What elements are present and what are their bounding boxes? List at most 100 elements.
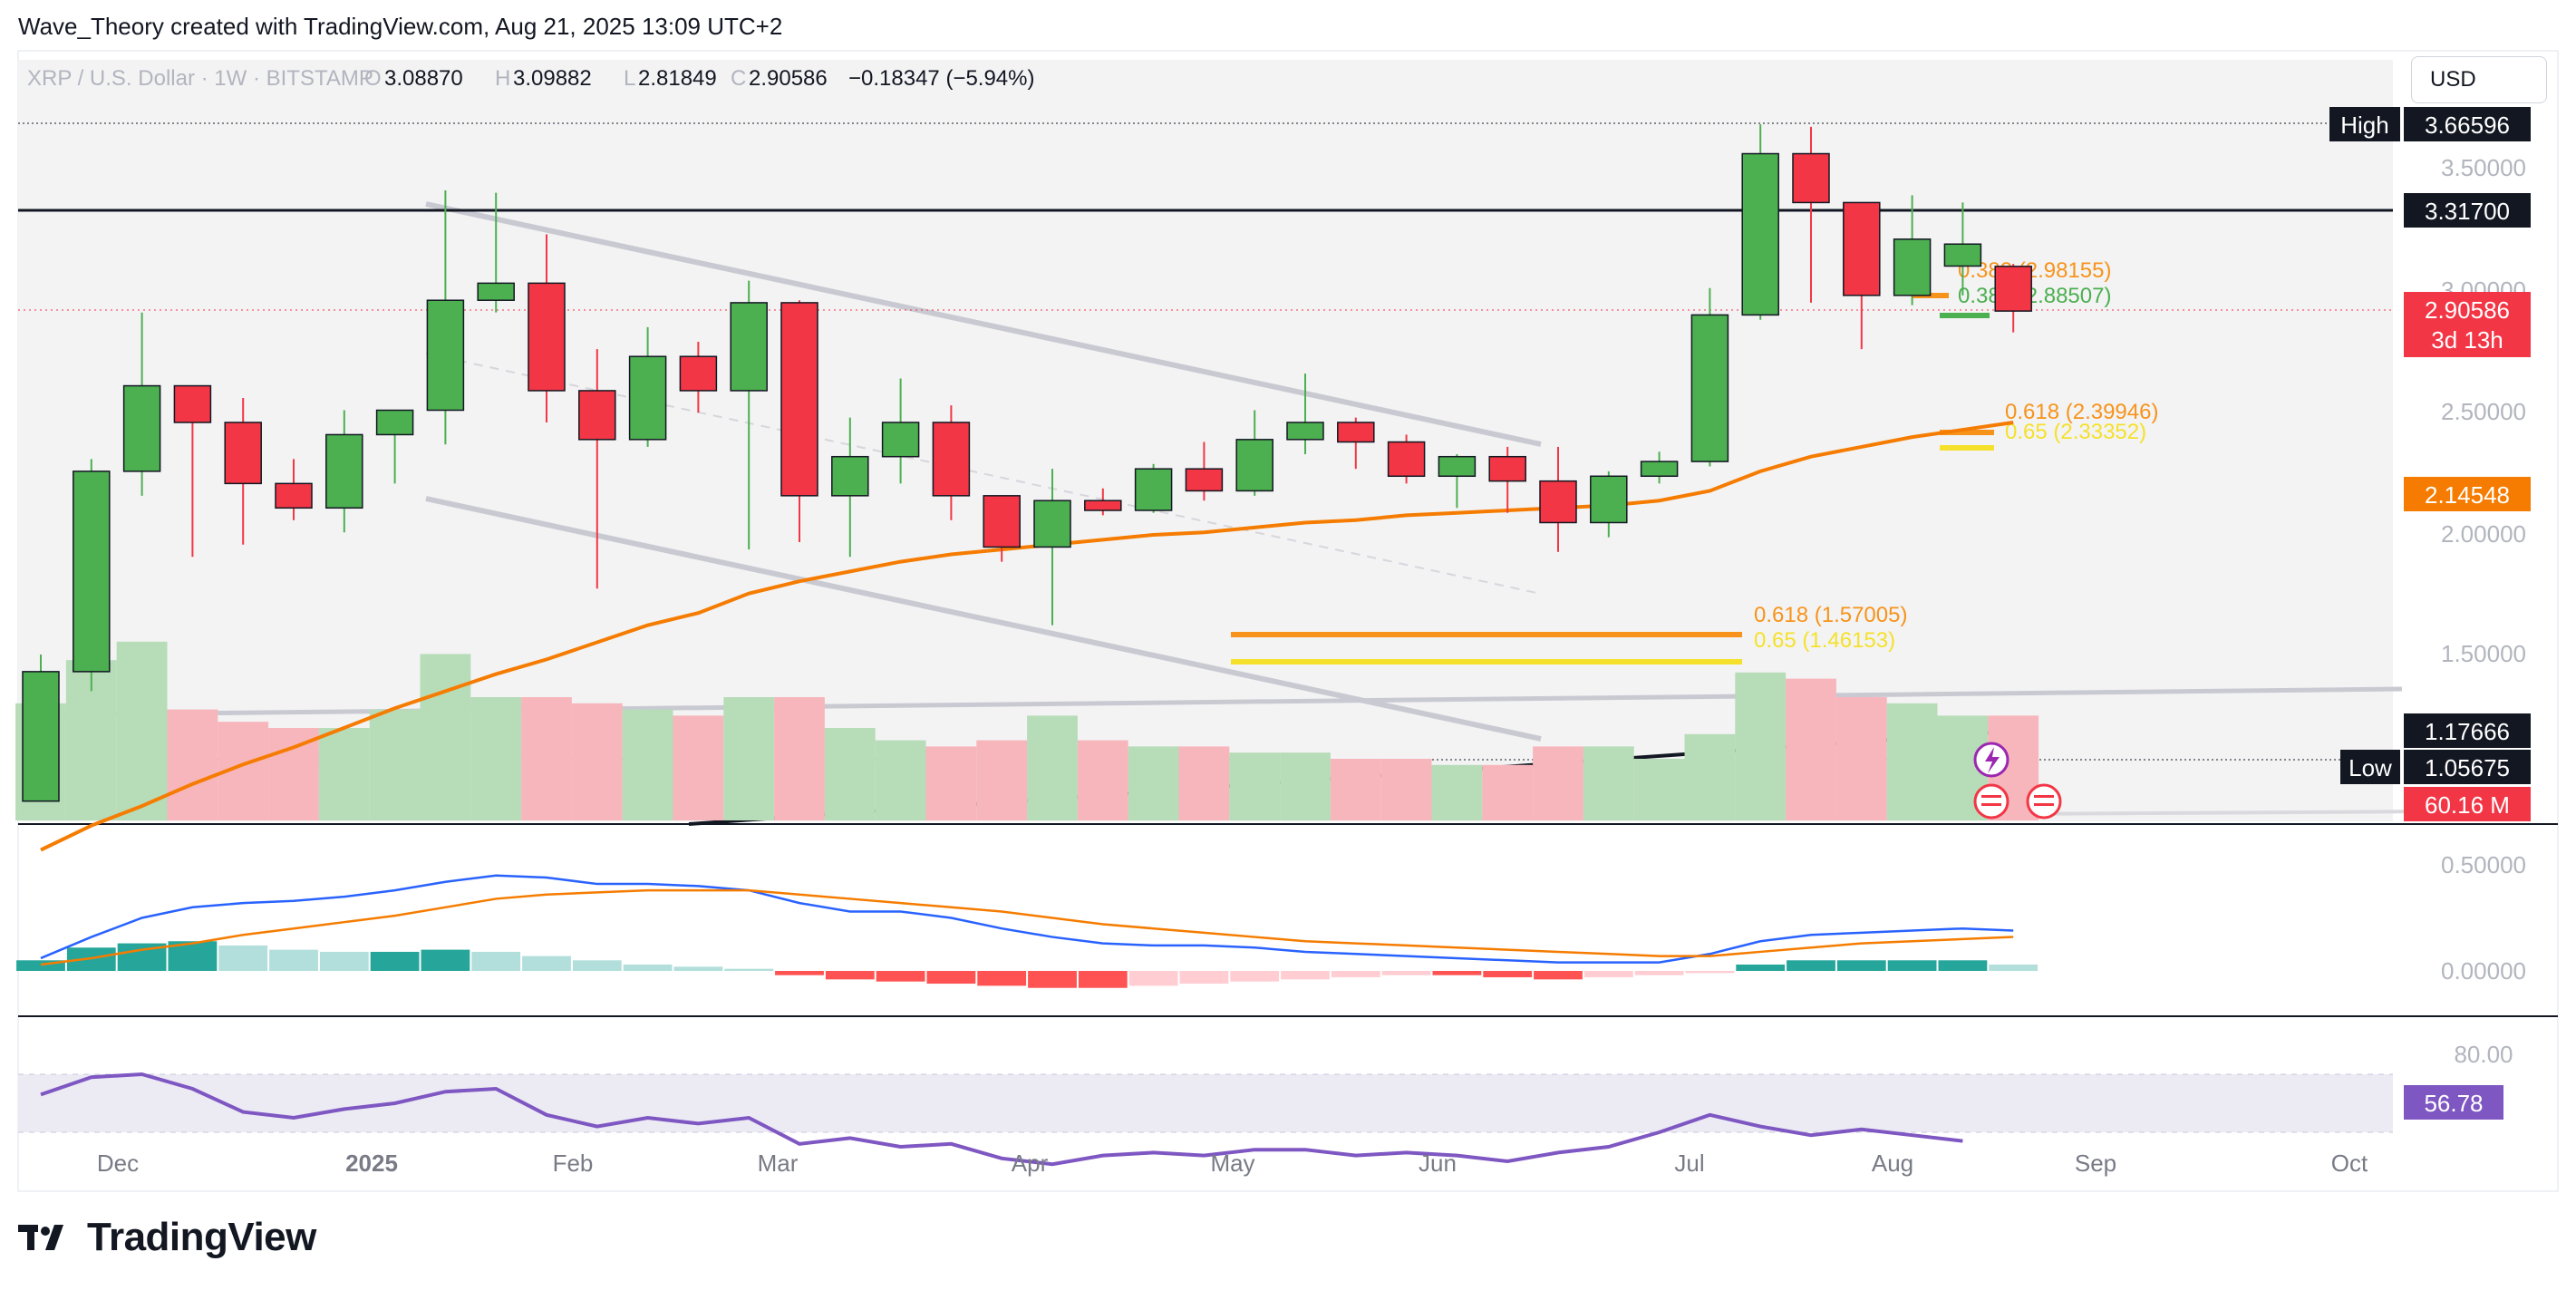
candle-37[interactable] <box>1893 195 1932 306</box>
ema-tag-value: 2.14548 <box>2425 481 2510 509</box>
volume-bar-25 <box>1280 752 1331 820</box>
resistance-tag-box <box>2404 193 2531 228</box>
candle-30[interactable] <box>1539 446 1577 552</box>
bolt-glyph-icon <box>1985 747 2000 773</box>
macd-hist-bar-18 <box>926 971 976 985</box>
flag-stripe-icon <box>1981 795 2001 798</box>
time-label-jun: Jun <box>1419 1150 1457 1177</box>
candle-29[interactable] <box>1488 446 1526 513</box>
candle-35[interactable] <box>1792 126 1830 303</box>
price-label-2.50: 2.50000 <box>2441 398 2526 425</box>
candle-19[interactable] <box>983 495 1021 562</box>
candle-body-15 <box>780 302 818 497</box>
macd-hist-bar-24 <box>1230 971 1280 982</box>
candle-body-14 <box>730 302 768 392</box>
support-tag-box <box>2404 713 2531 748</box>
volume-bar-16 <box>824 728 876 820</box>
volume-tag-box <box>2404 787 2531 821</box>
volume-bar-23 <box>1178 746 1230 820</box>
volume-bar-14 <box>723 697 775 820</box>
candle-18[interactable] <box>932 405 971 520</box>
candle-22[interactable] <box>1134 463 1173 513</box>
candle-9[interactable] <box>477 192 515 313</box>
time-label-feb: Feb <box>553 1150 594 1177</box>
candle-14[interactable] <box>730 280 768 550</box>
candle-24[interactable] <box>1235 410 1273 496</box>
candle-13[interactable] <box>679 342 718 413</box>
time-label-may: May <box>1210 1150 1254 1177</box>
rsi-layer <box>40 1072 1963 1167</box>
high-value-box <box>2404 107 2531 141</box>
candle-33[interactable] <box>1690 287 1729 467</box>
volume-tag-value: 60.16 M <box>2425 791 2510 819</box>
candle-5[interactable] <box>275 459 313 520</box>
volume-bar-5 <box>268 728 319 820</box>
volume-bar-10 <box>521 697 572 820</box>
macd-hist-bar-21 <box>1078 971 1128 988</box>
candle-20[interactable] <box>1033 469 1071 626</box>
candle-4[interactable] <box>224 398 262 545</box>
macd-hist-bar-39 <box>1989 964 2039 971</box>
us-flag-event-icon-2[interactable] <box>2026 783 2062 820</box>
candle-21[interactable] <box>1084 488 1122 516</box>
macd-hist-bar-19 <box>977 971 1027 986</box>
macd-hist-bar-28 <box>1432 971 1482 975</box>
support-tag-value: 1.17666 <box>2425 718 2510 745</box>
candle-27[interactable] <box>1387 434 1426 484</box>
rsi-line <box>40 1072 1963 1167</box>
candle-39[interactable] <box>1994 264 2032 333</box>
candle-body-13 <box>679 355 718 392</box>
macd-hist-bar-11 <box>572 960 622 971</box>
candle-26[interactable] <box>1337 417 1375 470</box>
candle-10[interactable] <box>528 234 566 422</box>
legend-l-value: 2.81849 <box>638 66 717 91</box>
candle-34[interactable] <box>1741 124 1779 320</box>
flag-stripe-icon <box>2034 795 2054 798</box>
candle-32[interactable] <box>1640 451 1679 484</box>
us-flag-event-icon[interactable] <box>1973 783 2009 820</box>
candle-25[interactable] <box>1286 374 1324 455</box>
macd-hist-bar-32 <box>1634 971 1684 975</box>
volume-bar-8 <box>420 654 471 820</box>
macd-hist-bar-5 <box>269 949 318 971</box>
attribution-text: Wave_Theory created with TradingView.com… <box>18 13 783 40</box>
candle-body-39 <box>1994 266 2032 312</box>
price-label-2.00: 2.00000 <box>2441 520 2526 548</box>
candle-36[interactable] <box>1843 201 1881 350</box>
candle-23[interactable] <box>1185 441 1224 501</box>
legend-h-label: H <box>495 66 510 91</box>
candle-38[interactable] <box>1943 202 1982 296</box>
volume-bar-9 <box>470 697 522 820</box>
legend-c-label: C <box>731 66 746 91</box>
candle-body-2 <box>122 384 161 472</box>
candle-0[interactable] <box>22 655 60 802</box>
candle-15[interactable] <box>780 300 818 543</box>
volume-bar-28 <box>1431 764 1483 820</box>
volume-bar-6 <box>318 728 370 820</box>
macd-hist-bar-13 <box>673 966 723 971</box>
candle-7[interactable] <box>375 409 414 484</box>
candle-body-27 <box>1387 441 1426 478</box>
candle-body-20 <box>1033 500 1071 548</box>
candle-31[interactable] <box>1590 471 1628 538</box>
macd-hist-bar-29 <box>1483 971 1533 978</box>
candle-body-35 <box>1792 152 1830 204</box>
candle-2[interactable] <box>122 312 161 496</box>
candle-28[interactable] <box>1438 454 1477 509</box>
candle-6[interactable] <box>325 410 363 533</box>
candle-11[interactable] <box>578 349 616 589</box>
legend-o-value: 3.08870 <box>384 66 463 91</box>
candle-8[interactable] <box>426 189 465 445</box>
currency-button[interactable]: USD <box>2411 56 2547 103</box>
candle-body-28 <box>1438 455 1477 478</box>
candle-16[interactable] <box>831 417 869 558</box>
candle-1[interactable] <box>73 459 111 692</box>
time-label-oct: Oct <box>2331 1150 2368 1177</box>
macd-hist-bar-37 <box>1887 960 1937 971</box>
volume-bar-19 <box>976 740 1028 820</box>
candle-17[interactable] <box>881 378 920 484</box>
candle-3[interactable] <box>173 384 212 558</box>
candle-12[interactable] <box>628 326 667 447</box>
